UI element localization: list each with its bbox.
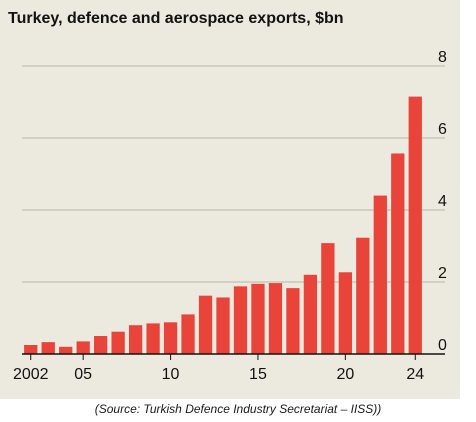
bar-2008 [128, 325, 143, 354]
x-tick-label: 20 [336, 366, 354, 383]
bar-2015 [251, 283, 265, 354]
bar-2017 [286, 288, 300, 354]
x-tick-label: 05 [74, 366, 92, 383]
bar-2013 [216, 297, 230, 354]
y-tick-label: 2 [438, 265, 447, 282]
bar-2020 [338, 272, 352, 354]
bar-2022 [373, 195, 387, 354]
x-tick-label: 2002 [13, 366, 49, 383]
bar-2011 [181, 314, 195, 354]
source-note: (Source: Turkish Defence Industry Secret… [94, 402, 382, 416]
bar-2003 [41, 342, 55, 354]
bar-2016 [268, 283, 283, 354]
bar-2002 [24, 345, 38, 354]
bar-chart: Turkey, defence and aerospace exports, $… [8, 10, 447, 383]
bar-2021 [356, 237, 370, 354]
bar-2023 [391, 153, 405, 354]
bar-2014 [233, 286, 248, 354]
x-tick-label: 15 [249, 366, 267, 383]
y-axis-ticks: 0 2 4 6 8 [438, 49, 447, 354]
x-tick-label: 24 [406, 366, 424, 383]
y-tick-label: 8 [438, 49, 447, 66]
bar-2009 [146, 323, 160, 354]
bar-2018 [303, 274, 318, 354]
x-axis-ticks: 2002 05 10 15 20 24 [13, 354, 424, 383]
bar-2007 [111, 331, 125, 354]
y-tick-label: 0 [438, 337, 447, 354]
x-tick-label: 10 [162, 366, 180, 383]
y-tick-label: 6 [438, 121, 447, 138]
bar-2005 [76, 341, 90, 354]
chart-title: Turkey, defence and aerospace exports, $… [8, 10, 344, 27]
y-tick-label: 4 [438, 193, 447, 210]
bar-2006 [94, 336, 108, 354]
bars [24, 96, 422, 354]
bar-2004 [59, 346, 73, 354]
bar-2024 [408, 96, 422, 354]
bar-2010 [163, 322, 178, 354]
bar-2019 [321, 243, 335, 354]
bar-2012 [198, 295, 213, 354]
